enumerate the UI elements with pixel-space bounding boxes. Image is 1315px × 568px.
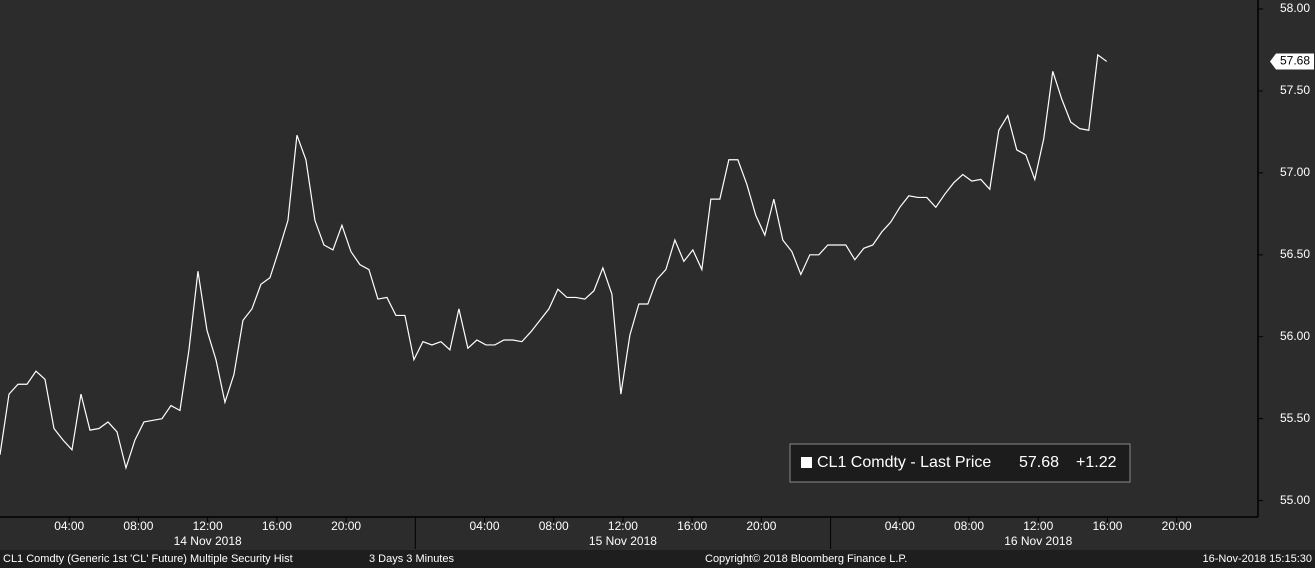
y-tick-label: 55.50 (1280, 411, 1310, 425)
legend-last-price: 57.68 (1019, 454, 1059, 471)
last-price-label: 57.68 (1280, 54, 1310, 68)
x-tick-label: 16:00 (1092, 519, 1122, 533)
footer-security: CL1 Comdty (Generic 1st 'CL' Future) Mul… (3, 553, 293, 565)
legend-swatch (801, 457, 812, 468)
y-tick-label: 56.50 (1280, 247, 1310, 261)
day-label: 14 Nov 2018 (174, 534, 242, 548)
legend-label: CL1 Comdty - Last Price (817, 454, 991, 471)
plot (0, 53, 1108, 471)
y-tick-label: 57.00 (1280, 165, 1310, 179)
legend-box (789, 443, 1131, 483)
footer-timestamp: 16-Nov-2018 15:15:30 (1203, 553, 1312, 565)
y-tick-label: 57.50 (1280, 83, 1310, 97)
footer-bar (0, 550, 1315, 568)
legend-change: +1.22 (1076, 454, 1117, 471)
x-tick-label: 08:00 (123, 519, 153, 533)
price-line (0, 53, 1108, 471)
x-tick-label: 08:00 (954, 519, 984, 533)
day-label: 15 Nov 2018 (589, 534, 657, 548)
x-tick-label: 16:00 (262, 519, 292, 533)
y-tick-label: 55.00 (1280, 493, 1310, 507)
y-tick-label: 56.00 (1280, 329, 1310, 343)
footer-copyright: Copyright© 2018 Bloomberg Finance L.P. (705, 553, 907, 565)
x-tick-label: 20:00 (1162, 519, 1192, 533)
x-tick-label: 12:00 (1023, 519, 1053, 533)
x-tick-label: 04:00 (885, 519, 915, 533)
y-tick-label: 58.00 (1280, 1, 1310, 15)
x-tick-label: 20:00 (746, 519, 776, 533)
footer-period: 3 Days 3 Minutes (369, 553, 454, 565)
x-tick-label: 20:00 (331, 519, 361, 533)
x-tick-label: 16:00 (677, 519, 707, 533)
x-tick-label: 12:00 (193, 519, 223, 533)
x-tick-label: 08:00 (539, 519, 569, 533)
x-tick-label: 12:00 (608, 519, 638, 533)
last-price-tag (1270, 53, 1314, 70)
day-label: 16 Nov 2018 (1004, 534, 1072, 548)
x-tick-label: 04:00 (54, 519, 84, 533)
x-tick-label: 04:00 (469, 519, 499, 533)
